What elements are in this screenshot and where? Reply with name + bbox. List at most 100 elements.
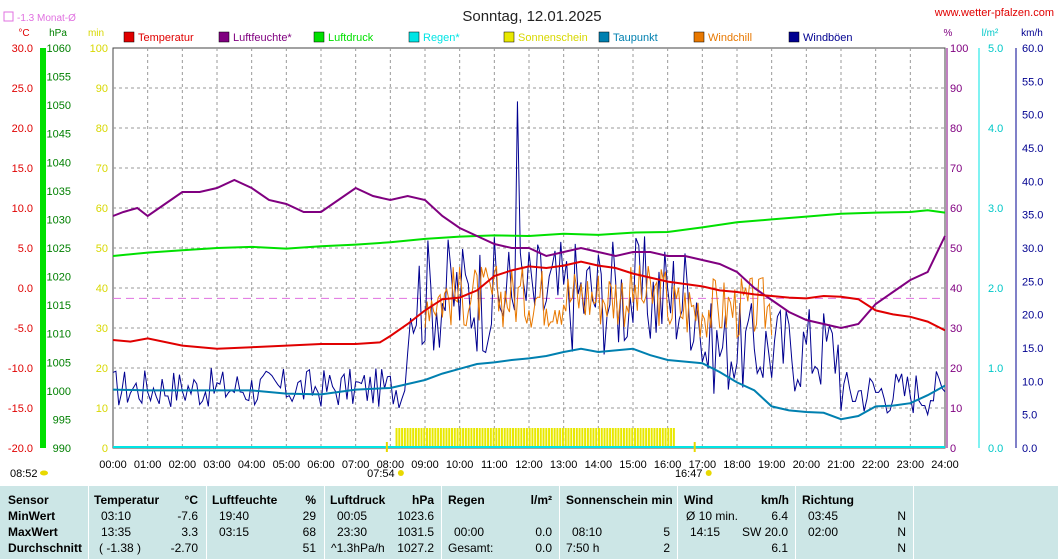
axis-tick-temp: 15.0 [12, 163, 33, 175]
header-humidity: Luftfeuchte [212, 493, 278, 507]
cell-temp-time: 13:35 [101, 525, 132, 539]
cell-wind-value: 6.1 [771, 541, 788, 555]
cell-temp-value: 3.3 [181, 525, 198, 539]
cell-wind-time: Ø 10 min. [686, 509, 739, 523]
row-label: MinWert [8, 509, 56, 523]
sunshine-bar [539, 428, 542, 448]
x-tick-label: 13:00 [550, 459, 578, 471]
site-link[interactable]: www.wetter-pfalzen.com [934, 7, 1054, 19]
sunshine-bar [611, 428, 614, 448]
axis-tick-temp: 10.0 [12, 203, 33, 215]
axis-unit-temp: °C [18, 28, 29, 39]
x-tick-label: 22:00 [862, 459, 890, 471]
monthly-avg-label: -1.3 Monat-Ø [17, 13, 76, 24]
sunshine-bar [650, 428, 653, 448]
sunshine-bar [456, 428, 459, 448]
legend-swatch-pressure [313, 31, 325, 43]
axis-tick-sun: 20 [96, 363, 108, 375]
x-tick-label: 08:00 [377, 459, 405, 471]
cell-sunshine-time: 08:10 [572, 525, 603, 539]
sunshine-bar [503, 428, 506, 448]
sunshine-bar [534, 428, 537, 448]
x-tick-label: 03:00 [203, 459, 231, 471]
axis-tick-humidity: 90 [950, 83, 962, 95]
legend-swatch-temp [123, 31, 135, 43]
axis-tick-rain: 5.0 [988, 43, 1003, 55]
sunshine-bar [597, 428, 600, 448]
sunshine-bar [670, 428, 673, 448]
sunshine-bar [606, 428, 609, 448]
axis-tick-pressure: 1045 [47, 129, 71, 141]
sunshine-bar [578, 428, 581, 448]
gust-series [112, 101, 946, 417]
sunshine-bar [434, 428, 437, 448]
chart-title: Sonntag, 12.01.2025 [462, 8, 601, 25]
axis-tick-rain: 4.0 [988, 123, 1003, 135]
axis-tick-humidity: 20 [950, 363, 962, 375]
legend-swatch-humidity [218, 31, 230, 43]
legend-label-pressure: Luftdruck [328, 32, 374, 44]
sunshine-bar [473, 428, 476, 448]
axis-tick-gust: 35.0 [1022, 210, 1043, 222]
sunshine-bar [523, 428, 526, 448]
header-sunshine: Sonnenschein min [566, 493, 673, 507]
axis-tick-humidity: 10 [950, 403, 962, 415]
axis-unit-sun: min [88, 28, 104, 39]
x-tick-label: 02:00 [169, 459, 197, 471]
axis-tick-gust: 25.0 [1022, 276, 1043, 288]
legend-swatch-sun [503, 31, 515, 43]
x-tick-label: 16:00 [654, 459, 682, 471]
axis-tick-gust: 50.0 [1022, 110, 1043, 122]
pressure-axis-bar [40, 48, 46, 448]
sunshine-bar [484, 428, 487, 448]
sunshine-bar [550, 428, 553, 448]
sunshine-bar [584, 428, 587, 448]
header-temp-unit: °C [184, 493, 198, 507]
sunshine-bar [667, 428, 670, 448]
sunrise-icon [397, 470, 404, 476]
axis-tick-humidity: 30 [950, 323, 962, 335]
axis-tick-temp: 5.0 [18, 243, 33, 255]
axis-tick-gust: 20.0 [1022, 310, 1043, 322]
axis-tick-sun: 60 [96, 203, 108, 215]
axis-tick-temp: 25.0 [12, 83, 33, 95]
row-label: Durchschnitt [8, 541, 83, 555]
axis-tick-humidity: 100 [950, 43, 968, 55]
axis-tick-sun: 0 [102, 443, 108, 455]
header-direction: Richtung [802, 493, 854, 507]
axis-tick-pressure: 1035 [47, 186, 71, 198]
legend-swatch-dewpoint [598, 31, 610, 43]
sunshine-bar [481, 428, 484, 448]
axis-tick-humidity: 70 [950, 163, 962, 175]
cell-pressure-value: 1031.5 [397, 525, 434, 539]
x-tick-label: 17:00 [689, 459, 717, 471]
monthly-avg-icon [3, 11, 14, 22]
legend-label-gust: Windböen [803, 32, 853, 44]
legend-label-dewpoint: Taupunkt [613, 32, 658, 44]
header-sensor: Sensor [8, 493, 49, 507]
sunshine-bar [475, 428, 478, 448]
sunrise-label: 07:54 [367, 468, 395, 480]
cell-sunshine-value: 2 [663, 541, 670, 555]
x-tick-label: 20:00 [793, 459, 821, 471]
sunshine-bar [464, 428, 467, 448]
sunshine-bar [628, 428, 631, 448]
sunshine-bar [603, 428, 606, 448]
statistics-table: Sensor Temperatur °C Luftfeuchte % Luftd… [0, 486, 1058, 559]
sunshine-bar [622, 428, 625, 448]
cell-pressure-time: 23:30 [337, 525, 368, 539]
cell-humidity-time: 19:40 [219, 509, 250, 523]
cell-sunshine-value: 5 [663, 525, 670, 539]
row-label: MaxWert [8, 525, 58, 539]
cell-direction-time: 02:00 [808, 525, 839, 539]
x-tick-label: 07:00 [342, 459, 370, 471]
axis-tick-gust: 30.0 [1022, 243, 1043, 255]
cell-pressure-value: 1027.2 [397, 541, 434, 555]
sunshine-bar [412, 428, 415, 448]
sunshine-bar [586, 428, 589, 448]
sunset-label: 16:47 [675, 468, 703, 480]
cell-pressure-time: ^1.3hPa/h [331, 541, 385, 555]
sunshine-bar [398, 428, 401, 448]
cell-pressure-time: 00:05 [337, 509, 368, 523]
sunshine-bar [631, 428, 634, 448]
